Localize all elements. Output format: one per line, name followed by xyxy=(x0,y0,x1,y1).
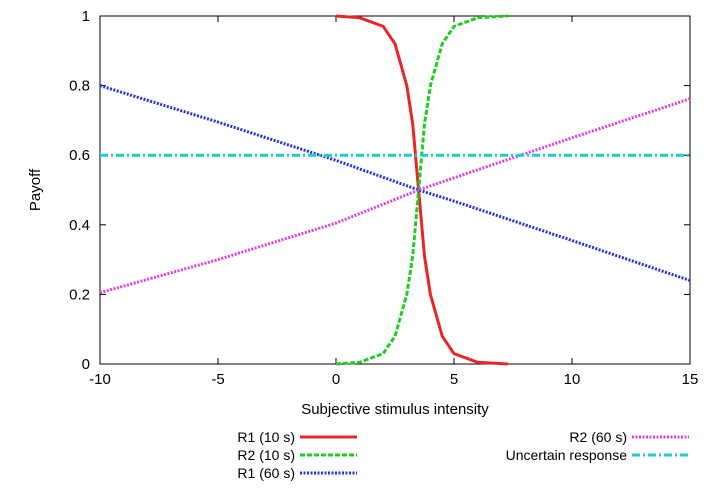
series-line-1 xyxy=(335,14,509,366)
x-tick-label: 10 xyxy=(564,371,581,388)
plot-frame xyxy=(99,15,691,365)
series-line-0 xyxy=(335,14,509,366)
x-tick-label: 0 xyxy=(332,371,340,388)
axis-ticks: -10 -5 0 5 10 15 0 0.2 0.4 0.6 0.8 1 xyxy=(69,8,698,388)
y-tick-label: 0.6 xyxy=(69,147,90,164)
series-line-2 xyxy=(99,84,691,282)
legend-label: R1 (60 s) xyxy=(237,465,295,481)
y-tick-label: 0.2 xyxy=(69,286,90,303)
series-layer xyxy=(99,14,691,366)
y-axis-label: Payoff xyxy=(27,168,44,211)
x-axis-label: Subjective stimulus intensity xyxy=(301,401,489,418)
y-tick-label: 0.4 xyxy=(69,217,90,234)
y-tick-label: 1 xyxy=(82,8,90,25)
y-tick-label: 0.8 xyxy=(69,78,90,95)
x-tick-label: -5 xyxy=(211,371,224,388)
legend-label: Uncertain response xyxy=(506,447,628,463)
y-tick-label: 0 xyxy=(82,356,90,373)
x-tick-label: -10 xyxy=(89,371,111,388)
x-tick-label: 5 xyxy=(450,371,458,388)
legend-label: R1 (10 s) xyxy=(237,429,295,445)
series-line-3 xyxy=(99,97,691,295)
legend: R1 (10 s) R2 (10 s) R1 (60 s) R2 (60 s) Unce… xyxy=(237,429,689,481)
x-tick-label: 15 xyxy=(682,371,699,388)
legend-label: R2 (10 s) xyxy=(237,447,295,463)
legend-label: R2 (60 s) xyxy=(569,429,627,445)
